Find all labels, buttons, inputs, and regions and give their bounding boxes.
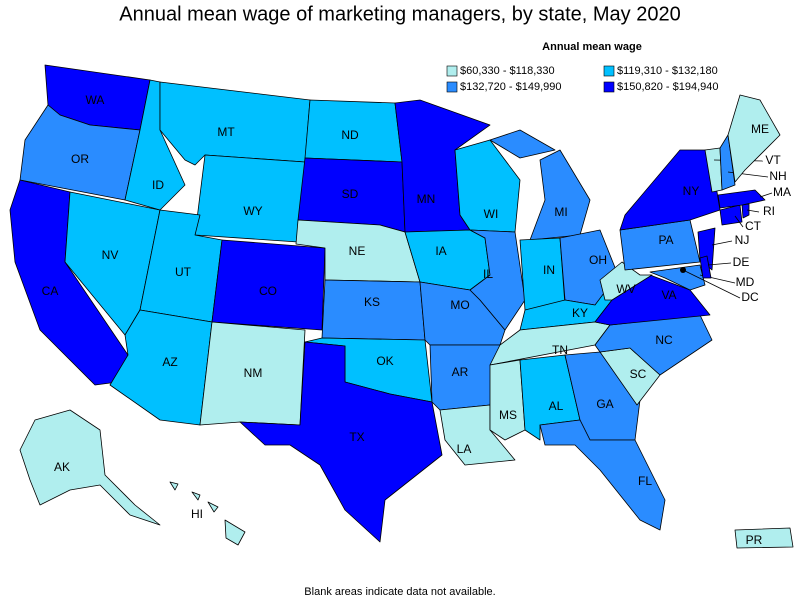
state (194, 154, 306, 243)
state-label: MD (736, 275, 755, 289)
legend-label: $119,310 - $132,180 (617, 65, 718, 77)
state-label: WA (86, 93, 105, 107)
state-label: ME (751, 122, 769, 136)
state-label: CO (259, 284, 277, 298)
state (717, 189, 766, 209)
state-label: NH (769, 169, 786, 183)
map-title: Annual mean wage of marketing managers, … (119, 3, 680, 25)
state-label: MT (217, 125, 235, 139)
state-label: KS (364, 295, 380, 309)
state-label: DE (733, 255, 750, 269)
state (734, 527, 794, 549)
state-label: SD (342, 187, 359, 201)
state-label: VA (661, 288, 676, 302)
legend-swatch (446, 81, 458, 93)
legend-swatch (603, 81, 615, 93)
leader-line (707, 262, 732, 266)
state (469, 229, 526, 331)
leader-line (711, 240, 733, 246)
state-label: IN (543, 263, 555, 277)
legend-swatch (603, 65, 615, 77)
state-label: WI (484, 207, 499, 221)
state-label: NY (683, 184, 700, 198)
state (239, 341, 443, 543)
state-label: ID (152, 178, 164, 192)
state-label: IL (483, 267, 493, 281)
state-label: LA (457, 442, 472, 456)
state-label: RI (763, 204, 775, 218)
state (489, 359, 526, 441)
state-label: MA (773, 185, 791, 199)
state-label: NM (244, 366, 263, 380)
state-label: HI (191, 507, 203, 521)
legend-label: $132,720 - $149,990 (460, 81, 562, 93)
legend-label: $150,820 - $194,940 (617, 81, 719, 93)
state-label: AR (452, 365, 469, 379)
leader-line (734, 215, 744, 228)
state (719, 134, 736, 191)
state-label: UT (175, 265, 192, 279)
leader-line (682, 269, 741, 299)
state-label: CA (42, 284, 59, 298)
state-label: NC (655, 333, 673, 347)
state-label: AZ (162, 355, 177, 369)
state-label: MO (450, 298, 469, 312)
state-label: TN (552, 343, 568, 357)
state-label: GA (596, 397, 613, 411)
state (727, 94, 781, 183)
state-label: SC (630, 367, 647, 381)
state (321, 279, 426, 341)
state (539, 419, 666, 531)
state-label: CT (745, 219, 762, 233)
state-label: DC (741, 290, 759, 304)
state-label: NV (102, 248, 119, 262)
state-label: WY (243, 204, 262, 218)
state (741, 203, 750, 219)
state-label: IA (435, 244, 446, 258)
state-label: VT (765, 153, 781, 167)
leader-line (746, 209, 760, 213)
legend-label: $60,330 - $118,330 (460, 65, 555, 77)
state (599, 261, 653, 301)
state-label: AK (54, 460, 70, 474)
state-label: FL (638, 474, 652, 488)
state-label: AL (549, 399, 564, 413)
state-label: NJ (735, 233, 750, 247)
state-label: TX (349, 430, 364, 444)
legend-title: Annual mean wage (542, 41, 642, 53)
state-label: OH (589, 253, 607, 267)
state (719, 204, 743, 226)
state-label: MI (554, 205, 567, 219)
state-label: OK (376, 354, 393, 368)
state (19, 409, 161, 526)
state-label: MS (499, 408, 517, 422)
state-label: MN (417, 192, 436, 206)
state (211, 239, 326, 331)
state-label: KY (572, 306, 588, 320)
leader-line (759, 192, 773, 198)
state-label: ND (341, 128, 359, 142)
state-label: PA (658, 233, 673, 247)
state (169, 481, 246, 546)
state-label: OR (71, 152, 89, 166)
state (699, 255, 712, 279)
state-label: PR (746, 533, 763, 547)
state-label: NE (349, 244, 366, 258)
state (159, 81, 311, 166)
footnote: Blank areas indicate data not available. (304, 586, 495, 598)
legend-swatch (446, 65, 458, 77)
state (649, 264, 706, 291)
state (619, 149, 721, 231)
state-label: WV (616, 282, 635, 296)
